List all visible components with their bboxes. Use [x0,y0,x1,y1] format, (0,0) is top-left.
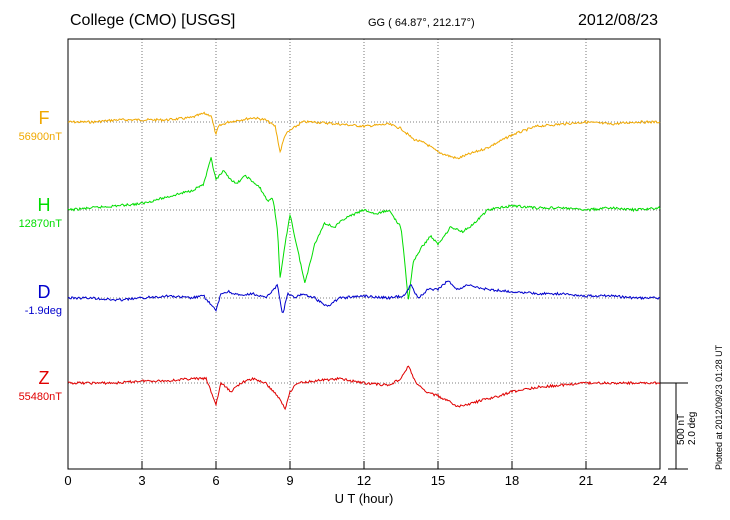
trace-label-h: H [37,195,51,215]
x-tick-label: 18 [505,473,519,488]
scale-label-deg: 2.0 deg [687,411,698,445]
trace-baseline-d: -1.9deg [24,305,62,317]
trace-baseline-f: 56900nT [18,131,62,143]
x-tick-label: 6 [212,473,219,488]
x-tick-label: 21 [579,473,593,488]
x-tick-label: 3 [138,473,145,488]
traces [67,111,661,411]
trace-label-f: F [38,108,50,128]
series-line-z [67,365,661,411]
x-tick-label: 12 [357,473,371,488]
scale-bar [660,382,688,470]
grid-lines [68,39,660,469]
chart-date: 2012/08/23 [578,12,659,29]
trace-baseline-h: 12870nT [18,218,62,230]
trace-label-d: D [37,282,51,302]
x-tick-label: 24 [653,473,667,488]
trace-baseline-z: 55480nT [18,391,62,403]
x-tick-label: 15 [431,473,445,488]
series-line-f [67,111,661,160]
x-tick-label: 0 [64,473,71,488]
plot-frame [67,38,661,470]
plotted-timestamp: Plotted at 2012/09/23 01:28 UT [714,344,724,470]
x-axis-label: U T (hour) [335,491,394,506]
trace-label-z: Z [38,368,50,388]
series-line-d [67,280,661,314]
x-axis-ticks: 0 3 6 9 12 15 18 21 24 [64,461,667,488]
geo-coordinates: GG ( 64.87°, 212.17°) [368,17,475,29]
series-line-h [67,157,661,300]
scale-label-nt: 500 nT [676,413,687,445]
station-title: College (CMO) [USGS] [70,12,236,29]
x-tick-label: 9 [286,473,293,488]
